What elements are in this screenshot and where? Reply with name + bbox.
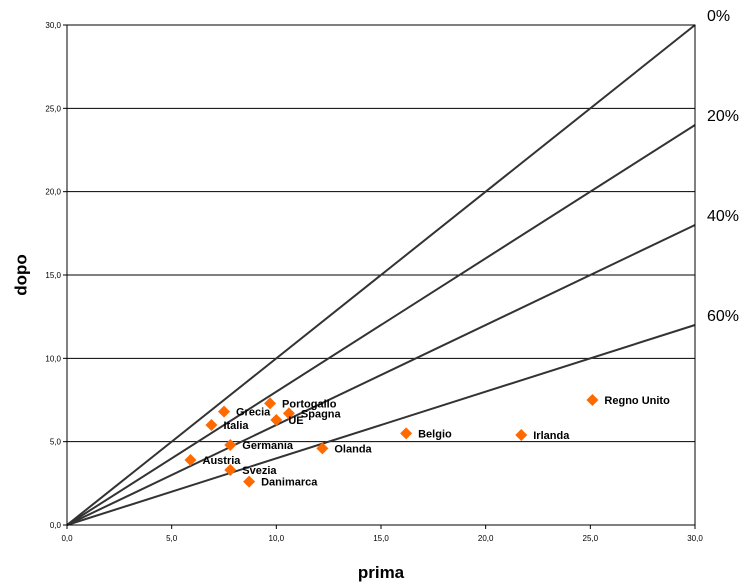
y-tick-label: 5,0 [50, 438, 62, 447]
data-point-label: Regno Unito [604, 395, 670, 407]
y-tick-label: 15,0 [45, 271, 61, 280]
data-point-marker [515, 429, 528, 441]
y-axis-title: dopo [11, 254, 30, 296]
reference-lines [66, 24, 696, 526]
x-tick-label: 0,0 [61, 534, 73, 543]
x-tick-label: 10,0 [269, 534, 285, 543]
x-tick-label: 15,0 [373, 534, 389, 543]
x-tick-label: 20,0 [478, 534, 494, 543]
data-point-marker [224, 464, 237, 476]
data-point-marker [264, 397, 277, 410]
gridlines [67, 24, 695, 443]
data-point-label: Spagna [301, 408, 342, 420]
reference-line-label: 0% [707, 8, 730, 25]
x-tick-label: 5,0 [166, 534, 178, 543]
reference-line [66, 224, 696, 526]
data-point-label: Irlanda [533, 430, 570, 442]
data-point-label: Italia [223, 420, 249, 432]
y-tick-label: 25,0 [45, 104, 61, 113]
data-point-label: Portogallo [282, 398, 337, 410]
reference-line [66, 324, 696, 526]
x-axis-title: prima [358, 563, 405, 582]
data-point-marker [205, 419, 218, 431]
x-tick-label: 25,0 [583, 534, 599, 543]
data-point-label: Germania [242, 440, 294, 452]
data-point-label: Svezia [242, 465, 277, 477]
data-point-marker [282, 407, 295, 420]
y-tick-label: 20,0 [45, 188, 61, 197]
data-point-label: Danimarca [261, 477, 318, 489]
data-point-marker [224, 439, 237, 451]
data-point-marker [400, 427, 413, 440]
reference-line [66, 124, 696, 526]
data-point-marker [270, 414, 283, 426]
data-points: Regno Unito Irlanda Belgio Olanda Portogallo… [184, 394, 670, 489]
reference-line [66, 24, 696, 526]
x-tick-label: 30,0 [687, 534, 703, 543]
reference-line-label: 40% [707, 208, 739, 225]
data-point-marker [218, 405, 230, 418]
data-point-label: Austria [203, 455, 242, 467]
reference-line-label: 60% [707, 308, 739, 325]
data-point-marker [316, 442, 329, 455]
y-tick-label: 30,0 [45, 21, 61, 30]
data-point-label: Grecia [236, 407, 271, 419]
reference-line-label: 20% [707, 108, 739, 125]
y-tick-label: 10,0 [45, 354, 61, 363]
data-point-marker [586, 394, 599, 406]
data-point-label: Olanda [334, 443, 372, 455]
data-point-marker [184, 454, 197, 466]
data-point-label: Belgio [418, 428, 452, 440]
data-point-marker [243, 475, 256, 488]
axis-ticks: 0,0 5,0 10,0 15,0 20,0 25,0 30,0 0,0 5,0 10,0 15,0… [45, 21, 703, 543]
data-point-label: UE [288, 415, 303, 427]
y-tick-label: 0,0 [50, 521, 62, 530]
reference-line-labels: 0% 20% 40% 60% [707, 8, 739, 325]
